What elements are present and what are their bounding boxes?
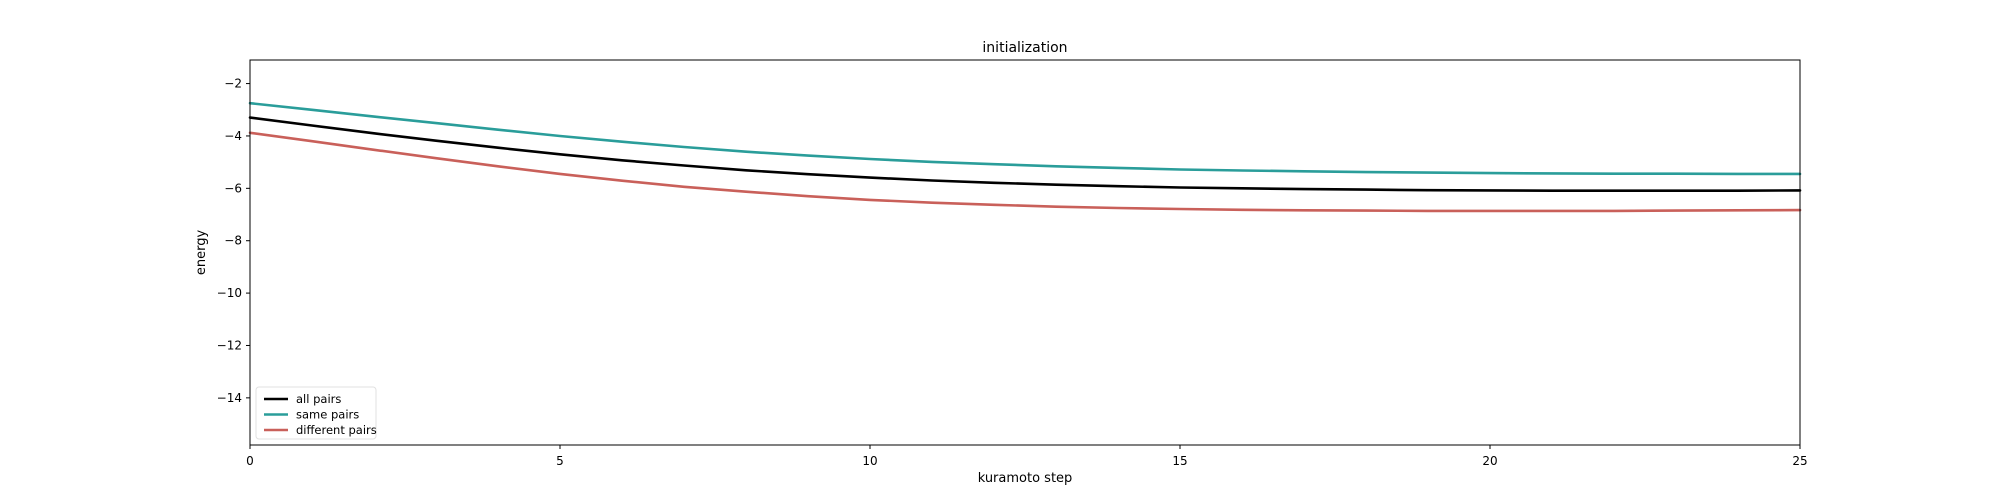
legend-label: different pairs [296,423,377,437]
x-tick-label: 20 [1482,454,1497,468]
series-line-different-pairs [248,131,1802,213]
chart-title: initialization [982,40,1067,56]
axes: 0 5 10 15 20 25 −2 −4 −6 −8 −10 −12 −14 [217,77,1808,468]
legend-label: same pairs [296,408,359,422]
y-axis-title: energy [194,230,209,276]
plot-frame [249,59,1801,446]
x-axis-title: kuramoto step [978,471,1073,486]
y-tick-label: −10 [217,286,242,300]
x-tick-label: 5 [556,454,564,468]
legend-label: all pairs [296,392,341,406]
x-tick-label: 10 [862,454,877,468]
y-tick-label: −8 [224,234,242,248]
y-tick-label: −4 [224,129,242,143]
series-line-all-pairs [248,116,1802,192]
y-tick-label: −6 [224,181,242,195]
y-tick-label: −2 [224,77,242,91]
x-tick-label: 0 [246,454,254,468]
series-layer [248,101,1802,213]
series-line-same-pairs [248,101,1802,176]
y-tick-label: −14 [217,391,242,405]
x-tick-label: 25 [1792,454,1807,468]
y-tick-label: −12 [217,338,242,352]
x-tick-label: 15 [1172,454,1187,468]
